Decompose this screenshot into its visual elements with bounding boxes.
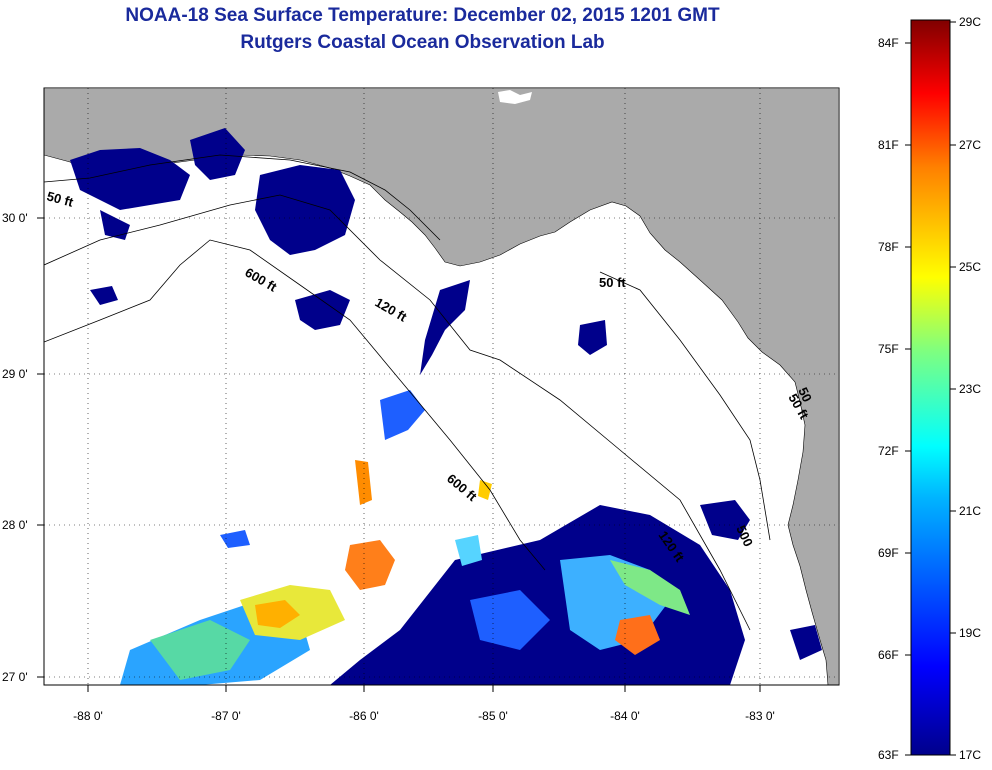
colorbar-f-label: 78F bbox=[878, 240, 899, 254]
depth-contours bbox=[44, 154, 771, 631]
colorbar-c-label: 17C bbox=[959, 748, 981, 762]
x-tick-label: -86 0' bbox=[349, 709, 379, 723]
cold-sst-patches bbox=[70, 128, 822, 685]
y-tick-label: 28 0' bbox=[2, 518, 28, 532]
colorbar-f-label: 66F bbox=[878, 648, 899, 662]
mid-sst-patches bbox=[120, 390, 690, 685]
colorbar-f-label: 75F bbox=[878, 342, 899, 356]
colorbar-c-label: 25C bbox=[959, 260, 981, 274]
colorbar-f-label: 63F bbox=[878, 748, 899, 762]
colorbar-f-label: 69F bbox=[878, 546, 899, 560]
island bbox=[498, 90, 532, 104]
contour-label: 50 bbox=[795, 385, 815, 404]
x-tick-label: -88 0' bbox=[73, 709, 103, 723]
colorbar-f-label: 72F bbox=[878, 444, 899, 458]
map-title: NOAA-18 Sea Surface Temperature: Decembe… bbox=[125, 5, 720, 26]
y-tick-label: 29 0' bbox=[2, 367, 28, 381]
map-subtitle: Rutgers Coastal Ocean Observation Lab bbox=[240, 32, 605, 53]
contour-label: 50 ft bbox=[599, 275, 626, 290]
y-tick-label: 30 0' bbox=[2, 211, 28, 225]
colorbar-c-label: 21C bbox=[959, 504, 981, 518]
colorbar-c-label: 29C bbox=[959, 15, 981, 29]
colorbar-f-label: 81F bbox=[878, 138, 899, 152]
axis-ticks bbox=[37, 88, 839, 692]
colorbar-f-label: 84F bbox=[878, 36, 899, 50]
contour-label: 50 ft bbox=[45, 188, 75, 210]
x-tick-label: -87 0' bbox=[211, 709, 241, 723]
colorbar-c-label: 23C bbox=[959, 382, 981, 396]
colorbar-c-label: 27C bbox=[959, 138, 981, 152]
x-tick-label: -83 0' bbox=[745, 709, 775, 723]
x-tick-label: -84 0' bbox=[610, 709, 640, 723]
land-mass bbox=[44, 88, 839, 685]
x-tick-label: -85 0' bbox=[478, 709, 508, 723]
colorbar bbox=[910, 19, 951, 756]
colorbar-ticks bbox=[905, 21, 956, 756]
colorbar-c-label: 19C bbox=[959, 626, 981, 640]
y-tick-label: 27 0' bbox=[2, 670, 28, 684]
